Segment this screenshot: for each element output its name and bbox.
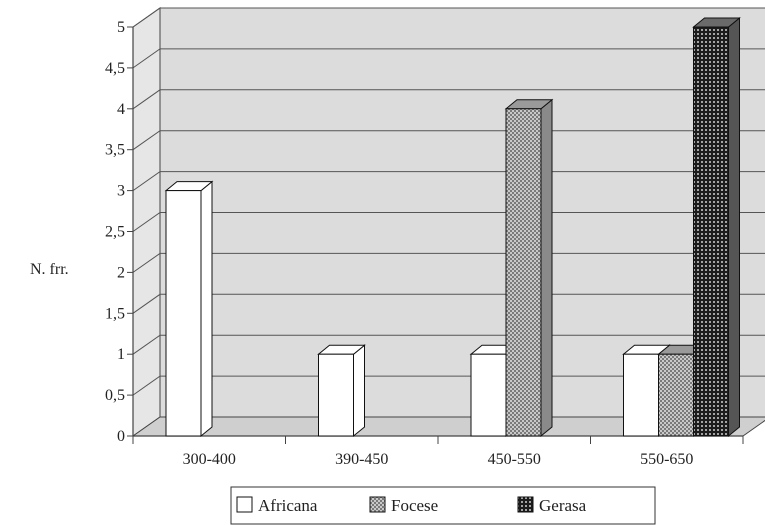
gridline: [132, 171, 765, 192]
gridline: [132, 293, 765, 314]
legend: Africana Focese Gerasa: [230, 486, 656, 525]
bar-front-face: [165, 190, 202, 437]
bar-africana-300-400: [164, 180, 214, 438]
bar-focese-450-550: [504, 98, 554, 438]
y-tick-label: 5: [117, 19, 125, 36]
bar-front-face: [505, 108, 542, 437]
bar-gerasa-550-650: [692, 16, 741, 438]
bar-front-face: [318, 353, 354, 437]
x-category-labels: 300-400 390-450 450-550 550-650: [183, 451, 694, 468]
bar-africana-390-450: [317, 344, 366, 438]
bar-side-face: [540, 98, 553, 438]
gridline: [132, 375, 765, 396]
y-tick-label: 0: [117, 428, 125, 445]
legend-swatch: [236, 496, 253, 513]
gridline: [132, 48, 765, 69]
legend-label: Gerasa: [539, 496, 587, 515]
y-tick-labels: 0 0,5 1 1,5 2 2,5 3 3,5 4 4,5 5: [105, 19, 125, 445]
gridline: [132, 130, 765, 151]
gridline: [132, 89, 765, 110]
y-tick-label: 4: [117, 101, 125, 118]
y-tick-label: 1,5: [105, 305, 125, 322]
bar-side-face: [728, 16, 740, 438]
bar-front-face: [693, 26, 729, 437]
bar-front-face: [470, 353, 507, 437]
y-tick-label: 1: [117, 346, 125, 363]
legend-item-gerasa: Gerasa: [517, 496, 587, 515]
bar-front-face: [658, 353, 694, 437]
legend-item-focese: Focese: [369, 496, 438, 515]
y-tick-label: 3: [117, 183, 125, 200]
x-category-label: 450-550: [488, 451, 541, 468]
x-category-label: 550-650: [640, 451, 693, 468]
gridline: [132, 212, 765, 232]
gridline: [132, 7, 765, 28]
bar-side-face: [200, 180, 213, 438]
y-tick-label: 3,5: [105, 142, 125, 159]
legend-item-africana: Africana: [236, 496, 318, 515]
legend-label: Africana: [258, 496, 318, 515]
y-tick-label: 0,5: [105, 387, 125, 404]
y-axis-label: N. frr.: [30, 261, 69, 278]
bar-side-face: [353, 344, 365, 438]
y-tick-label: 2,5: [105, 224, 125, 241]
gridline: [132, 252, 765, 273]
x-category-label: 300-400: [183, 451, 236, 468]
gridlines: [132, 7, 765, 396]
bars: [164, 16, 741, 438]
bar-front-face: [623, 353, 659, 437]
y-tick-label: 4,5: [105, 60, 125, 77]
legend-swatch: [369, 496, 386, 513]
legend-swatch: [517, 496, 534, 513]
legend-box: [230, 486, 656, 525]
legend-label: Focese: [391, 496, 438, 515]
gridline: [132, 334, 765, 355]
x-category-label: 390-450: [335, 451, 388, 468]
y-tick-label: 2: [117, 264, 125, 281]
